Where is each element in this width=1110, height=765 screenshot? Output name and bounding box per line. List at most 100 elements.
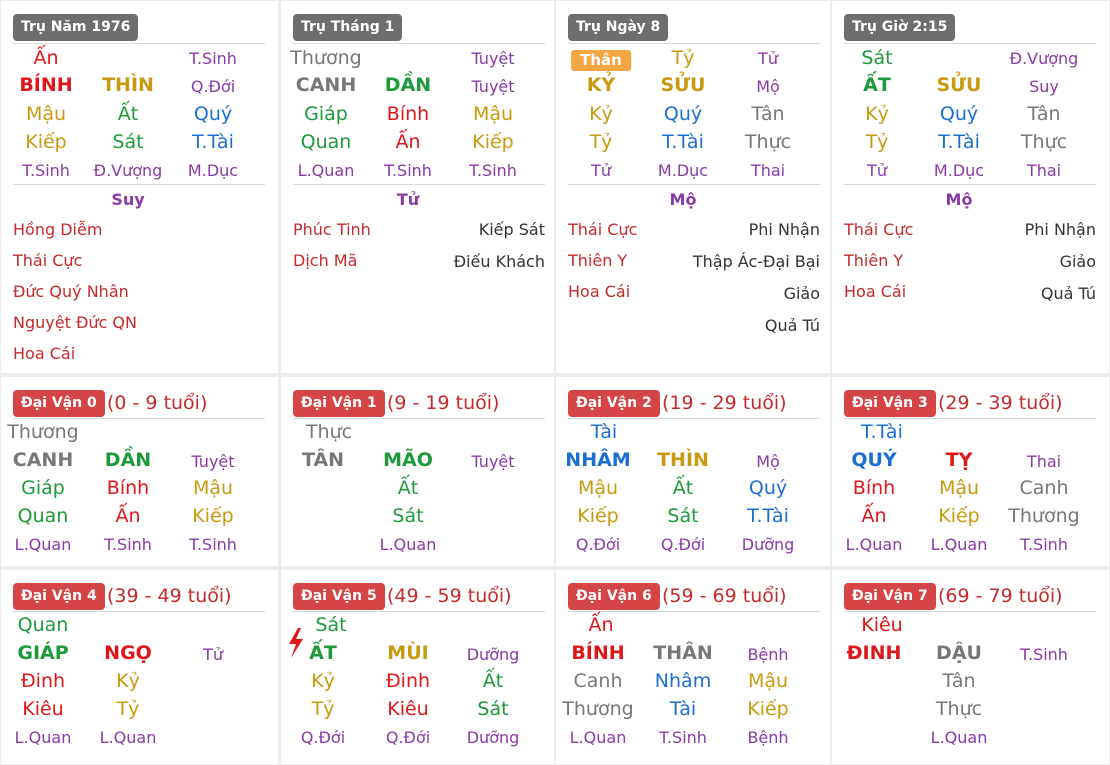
heavenly-stem: ĐINH <box>846 642 902 664</box>
hidden-stem: Sát <box>392 505 424 527</box>
heavenly-stem: BÍNH <box>571 642 625 664</box>
status-label: Suy <box>111 190 145 209</box>
life-stage: Thai <box>750 161 786 180</box>
hidden-stem: T.Tài <box>938 131 980 153</box>
hidden-stem: Tân <box>942 670 976 692</box>
hidden-stem: T.Tài <box>747 505 789 527</box>
divider <box>568 418 820 419</box>
status-label: Mộ <box>669 190 697 209</box>
dai-van-label: Đại Vận 2 <box>568 390 660 417</box>
hidden-stem: Ất <box>482 670 504 692</box>
hidden-stem: Thực <box>1020 131 1068 153</box>
life-stage: Bệnh <box>747 728 789 747</box>
star-left: Nguyệt Đức QN <box>13 313 137 332</box>
star-right: Kiếp Sát <box>478 220 545 239</box>
top-god: Ấn <box>588 614 614 636</box>
heavenly-stem: GIÁP <box>17 642 69 664</box>
branch-stage: T.Sinh <box>1020 645 1068 664</box>
top-god: Ấn <box>33 47 59 69</box>
life-stage: M.Dục <box>657 161 709 180</box>
branch-stage: Mộ <box>756 452 780 471</box>
star-right: Phi Nhận <box>1024 220 1096 239</box>
dai-van-label: Đại Vận 5 <box>293 583 385 610</box>
branch-stage: Dưỡng <box>466 645 520 664</box>
hidden-stem: Tỷ <box>116 698 140 720</box>
divider <box>13 611 265 612</box>
heavenly-stem: TÂN <box>301 449 345 471</box>
dai-van-card: Đại Vận 3 (29 - 39 tuổi) T.Tài QUÝ TỴ Thai Bín… <box>832 377 1109 566</box>
life-stage: L.Quan <box>14 728 72 747</box>
heavenly-stem: KỶ <box>586 74 616 96</box>
life-stage: M.Dục <box>187 161 239 180</box>
hidden-stem: Kiêu <box>22 698 64 720</box>
hidden-stem: Ấn <box>115 505 141 527</box>
hidden-stem: Nhâm <box>654 670 712 692</box>
earthly-branch: NGỌ <box>104 642 152 664</box>
star-right: Giảo <box>783 284 820 303</box>
top-god: Thương <box>7 421 79 443</box>
age-range: (69 - 79 tuổi) <box>938 585 1063 607</box>
hidden-stem: Đinh <box>20 670 66 692</box>
star-right: Quả Tú <box>1040 284 1096 303</box>
dai-van-card: Đại Vận 0 (0 - 9 tuổi) Thương CANH DẦN Tuyệt G… <box>1 377 278 566</box>
life-stage: T.Sinh <box>469 161 517 180</box>
branch-stage: Tuyệt <box>191 452 235 471</box>
hidden-stem: Ất <box>117 103 139 125</box>
star-left: Hoa Cái <box>13 344 76 363</box>
divider <box>293 418 545 419</box>
hidden-stem: Quan <box>17 505 69 527</box>
life-stage: L.Quan <box>569 728 627 747</box>
top-god: Thương <box>290 47 362 69</box>
divider <box>844 43 1096 44</box>
life-stage: Dưỡng <box>466 728 520 747</box>
status-label: Mộ <box>945 190 973 209</box>
life-stage: T.Sinh <box>659 728 707 747</box>
pillar-label: Trụ Giờ 2:15 <box>844 14 956 41</box>
top-stage: T.Sinh <box>189 49 237 68</box>
dai-van-label: Đại Vận 3 <box>844 390 936 417</box>
life-stage: Tử <box>591 161 611 180</box>
hidden-stem: Thương <box>562 698 634 720</box>
hidden-stem: Kiêu <box>387 698 429 720</box>
hidden-stem: Quan <box>300 131 352 153</box>
life-stage: Q.Đới <box>300 728 346 747</box>
earthly-branch: MÃO <box>383 449 433 471</box>
hidden-stem: Sát <box>667 505 699 527</box>
top-god: Kiêu <box>861 614 903 636</box>
hidden-stem: Kiếp <box>938 505 980 527</box>
heavenly-stem: CANH <box>295 74 357 96</box>
hidden-stem: Canh <box>573 670 623 692</box>
hidden-stem: Thương <box>1008 505 1080 527</box>
age-range: (49 - 59 tuổi) <box>387 585 512 607</box>
top-god: Sát <box>861 47 893 69</box>
star-left: Phúc Tinh <box>293 220 371 239</box>
hidden-stem: Bính <box>852 477 896 499</box>
hidden-stem: Kỷ <box>865 103 889 125</box>
hidden-stem: Mậu <box>938 477 980 499</box>
dai-van-label: Đại Vận 4 <box>13 583 105 610</box>
star-left: Hoa Cái <box>844 282 907 301</box>
hidden-stem: Ấn <box>395 131 421 153</box>
heavenly-stem: ẤT <box>863 74 891 96</box>
star-left: Thái Cực <box>568 220 638 239</box>
heavenly-stem: QUÝ <box>851 449 897 471</box>
status-label: Tử <box>396 190 420 209</box>
life-stage: T.Sinh <box>384 161 432 180</box>
star-left: Thiên Y <box>568 251 628 270</box>
hidden-stem: T.Tài <box>662 131 704 153</box>
dai-van-card: Đại Vận 5 (49 - 59 tuổi) Sát ẤT MÙI Dưỡng Kỷ Đi… <box>281 570 554 764</box>
star-left: Thái Cực <box>13 251 83 270</box>
life-stage: Q.Đới <box>660 535 706 554</box>
star-right: Thập Ác-Đại Bại <box>692 252 820 271</box>
hidden-stem: Kỷ <box>589 103 613 125</box>
dai-van-label: Đại Vận 7 <box>844 583 936 610</box>
hidden-stem: Giáp <box>304 103 348 125</box>
hidden-stem: Sát <box>112 131 144 153</box>
star-left: Đức Quý Nhân <box>13 282 129 301</box>
hidden-stem: Quý <box>193 103 233 125</box>
life-stage: L.Quan <box>14 535 72 554</box>
life-stage: Tử <box>867 161 887 180</box>
life-stage: Thai <box>1026 161 1062 180</box>
hidden-stem: Mậu <box>192 477 234 499</box>
life-stage: Q.Đới <box>385 728 431 747</box>
